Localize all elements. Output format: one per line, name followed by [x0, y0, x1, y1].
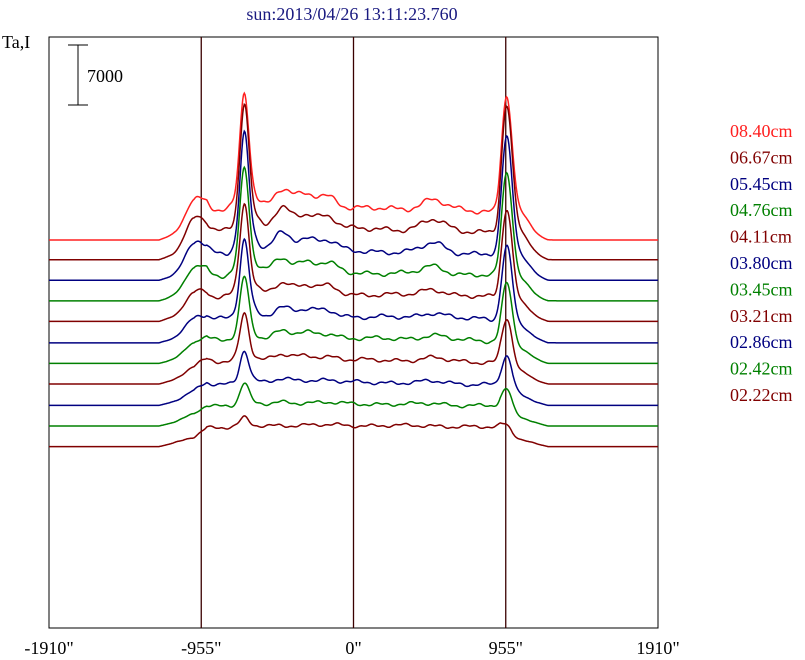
legend-item: 02.86cm	[730, 332, 793, 352]
legend-item: 03.80cm	[730, 253, 793, 273]
legend-item: 08.40cm	[730, 121, 793, 141]
scale-bar-label: 7000	[87, 66, 123, 86]
series-line-03.21cm	[49, 311, 658, 385]
legend-item: 04.76cm	[730, 200, 793, 220]
x-tick-label: -955"	[181, 638, 221, 658]
series-line-08.40cm	[49, 91, 658, 241]
legend-item: 03.21cm	[730, 306, 793, 326]
series-line-03.80cm	[49, 237, 658, 344]
series-line-05.45cm	[49, 129, 658, 282]
series-line-06.67cm	[49, 103, 658, 261]
scale-bar: 7000	[68, 44, 123, 106]
x-tick-label: -1910"	[24, 638, 73, 658]
x-tick-label: 1910"	[636, 638, 679, 658]
legend: 08.40cm 06.67cm 05.45cm 04.76cm 04.11cm 03.80…	[730, 121, 793, 405]
y-axis-label: Ta,I	[2, 32, 30, 52]
legend-item: 03.45cm	[730, 279, 793, 299]
series-line-02.42cm	[49, 382, 658, 427]
legend-item: 02.42cm	[730, 359, 793, 379]
series-line-02.86cm	[49, 350, 658, 407]
series-line-02.22cm	[49, 415, 658, 448]
x-tick-labels: -1910" -955" 0" 955" 1910"	[24, 638, 679, 658]
series-line-04.11cm	[49, 202, 658, 323]
series-line-03.45cm	[49, 275, 658, 365]
legend-item: 02.22cm	[730, 385, 793, 405]
legend-item: 04.11cm	[730, 227, 792, 247]
legend-item: 06.67cm	[730, 147, 793, 167]
series-lines	[49, 91, 658, 448]
chart-title: sun:2013/04/26 13:11:23.760	[246, 4, 457, 24]
legend-item: 05.45cm	[730, 174, 793, 194]
x-tick-label: 0"	[345, 638, 361, 658]
series-line-04.76cm	[49, 165, 658, 302]
vertical-markers	[200, 37, 507, 628]
x-tick-label: 955"	[489, 638, 523, 658]
